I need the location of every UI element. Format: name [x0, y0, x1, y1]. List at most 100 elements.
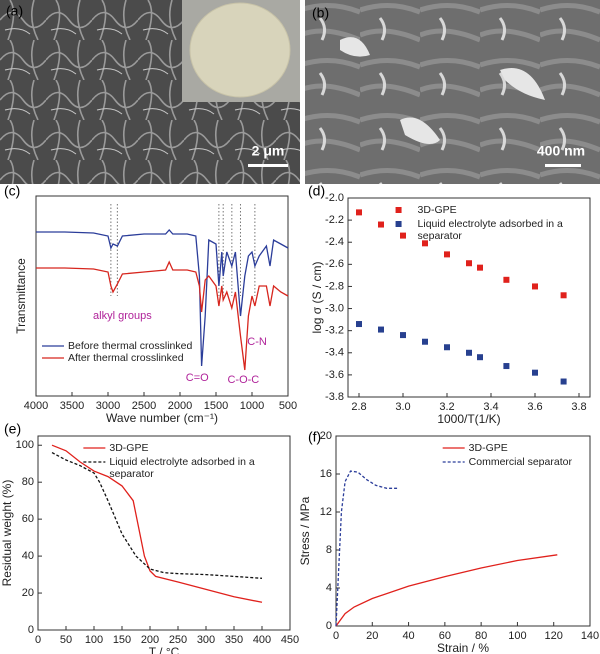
x-axis-label: Strain / % [437, 641, 489, 654]
legend-entry: Commercial separator [469, 456, 572, 468]
legend-entry: 3D-GPE [469, 442, 508, 454]
scale-bar-label: 2 μm [252, 143, 285, 159]
legend-label: 3D-GPE [109, 442, 149, 454]
legend-marker [395, 207, 402, 213]
x-tick-label: 3000 [96, 400, 120, 412]
data-point [466, 260, 472, 267]
sem-b-background [305, 0, 600, 184]
y-tick-label: -3.6 [325, 369, 344, 381]
legend-entry: 3D-GPE [417, 204, 457, 216]
data-point [532, 283, 538, 290]
y-tick-label: -2.4 [325, 236, 344, 248]
y-tick-label: 80 [22, 476, 34, 488]
y-tick-label: 40 [22, 550, 34, 562]
data-point [503, 276, 510, 283]
x-tick-label: 4000 [24, 400, 48, 412]
data-point [400, 332, 406, 339]
x-tick-label: 200 [141, 634, 159, 646]
y-tick-label: 4 [326, 582, 332, 594]
data-line [335, 554, 558, 627]
data-point [444, 251, 450, 258]
x-tick-label: 1500 [204, 400, 228, 412]
legend-entry: Before thermal crosslinked [68, 340, 193, 352]
x-tick-label: 450 [281, 634, 299, 646]
x-tick-label: 80 [475, 630, 487, 642]
plot-frame [335, 435, 591, 627]
x-tick-label: 0 [35, 634, 41, 646]
panel-label: (e) [4, 421, 21, 437]
x-tick-label: 3.4 [483, 401, 498, 413]
data-point [477, 354, 483, 361]
x-tick-label: 350 [225, 634, 243, 646]
sem-bright-features [340, 37, 545, 145]
x-tick-label: 3.0 [395, 401, 410, 413]
data-point [560, 378, 567, 385]
x-tick-label: 1000 [240, 400, 264, 412]
data-point [378, 221, 384, 228]
legend-entry: Liquid electrolyte adsorbed in a separat… [109, 456, 255, 480]
x-tick-label: 50 [60, 634, 72, 646]
data-point [422, 240, 428, 247]
x-tick-label: 2.8 [351, 401, 366, 413]
legend-entry: 3D-GPE [109, 442, 149, 454]
x-tick-label: 100 [85, 634, 103, 646]
x-axis-label: 1000/T(1/K) [437, 412, 500, 426]
data-point [356, 321, 362, 328]
panel-label: (f) [308, 429, 321, 445]
y-tick-label: -2.8 [325, 280, 344, 292]
scale-bar [545, 164, 581, 167]
y-tick-label: -2.6 [325, 258, 344, 270]
annotation: C-O-C [227, 374, 259, 386]
x-tick-label: 150 [113, 634, 131, 646]
x-tick-label: 500 [279, 400, 297, 412]
x-axis-label: Wave number (cm⁻¹) [106, 411, 218, 425]
data-point [466, 349, 472, 356]
x-tick-label: 20 [366, 630, 378, 642]
data-point [503, 363, 510, 370]
legend-label: 3D-GPE [417, 204, 457, 216]
legend-label: Before thermal crosslinked [68, 340, 193, 352]
sem-image-a: (a) 2 μm [0, 0, 300, 184]
y-tick-label: -3.0 [325, 302, 344, 314]
x-tick-label: 3.2 [439, 401, 454, 413]
y-tick-label: 16 [320, 468, 332, 480]
data-line [36, 229, 289, 367]
y-tick-label: 60 [22, 513, 34, 525]
annotation: C-N [247, 336, 267, 348]
data-point [422, 338, 428, 345]
data-point [560, 292, 567, 299]
x-tick-label: 60 [439, 630, 451, 642]
x-tick-label: 0 [333, 630, 339, 642]
data-point [477, 264, 483, 271]
x-tick-label: 250 [169, 634, 187, 646]
data-line [51, 452, 263, 579]
y-tick-label: 20 [320, 430, 332, 442]
panel-label: (a) [6, 3, 23, 19]
scale-bar-label: 400 nm [537, 143, 585, 159]
y-tick-label: 8 [326, 544, 332, 556]
data-line [51, 444, 263, 603]
y-tick-label: -2.2 [325, 214, 344, 226]
data-point [400, 232, 406, 239]
legend-entry: After thermal crosslinked [68, 352, 184, 364]
y-tick-label: 100 [16, 439, 34, 451]
x-tick-label: 3500 [60, 400, 84, 412]
annotation: C=O [186, 372, 209, 384]
sem-image-b: (b) 400 nm [305, 0, 600, 184]
x-tick-label: 140 [581, 630, 599, 642]
x-tick-label: 40 [402, 630, 414, 642]
legend-marker [395, 221, 402, 227]
x-tick-label: 3.8 [571, 401, 586, 413]
membrane-disc [189, 2, 291, 98]
y-axis-label: log σ (S / cm) [310, 261, 324, 333]
legend-label: After thermal crosslinked [68, 352, 184, 364]
y-axis-label: Transmittance [14, 258, 28, 334]
legend-label: Liquid electrolyte adsorbed in a separat… [109, 456, 255, 480]
plot-frame [347, 197, 591, 398]
y-axis-label: Stress / MPa [298, 496, 312, 565]
x-tick-label: 2000 [168, 400, 192, 412]
y-tick-label: -3.2 [325, 325, 344, 337]
annotation: alkyl groups [93, 310, 152, 322]
scale-bar [248, 164, 288, 167]
